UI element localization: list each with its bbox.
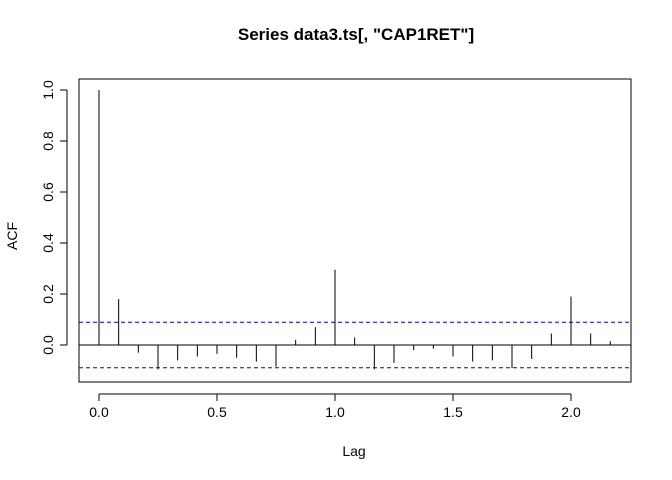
y-tick-label: 1.0 bbox=[40, 80, 56, 100]
y-tick-label: 0.6 bbox=[40, 182, 56, 202]
y-tick-label: 0.4 bbox=[40, 233, 56, 253]
x-axis-label: Lag bbox=[342, 443, 365, 459]
plot-frame bbox=[78, 78, 632, 383]
x-tick-label: 0.5 bbox=[207, 404, 227, 420]
x-tick-label: 1.0 bbox=[325, 404, 345, 420]
y-tick-label: 0.0 bbox=[40, 335, 56, 355]
y-tick-label: 0.2 bbox=[40, 284, 56, 304]
y-tick-label: 0.8 bbox=[40, 131, 56, 151]
chart-title: Series data3.ts[, "CAP1RET"] bbox=[238, 25, 474, 44]
x-tick-label: 1.5 bbox=[443, 404, 463, 420]
y-axis-label: ACF bbox=[4, 222, 20, 250]
x-tick-label: 2.0 bbox=[561, 404, 581, 420]
x-tick-label: 0.0 bbox=[89, 404, 109, 420]
